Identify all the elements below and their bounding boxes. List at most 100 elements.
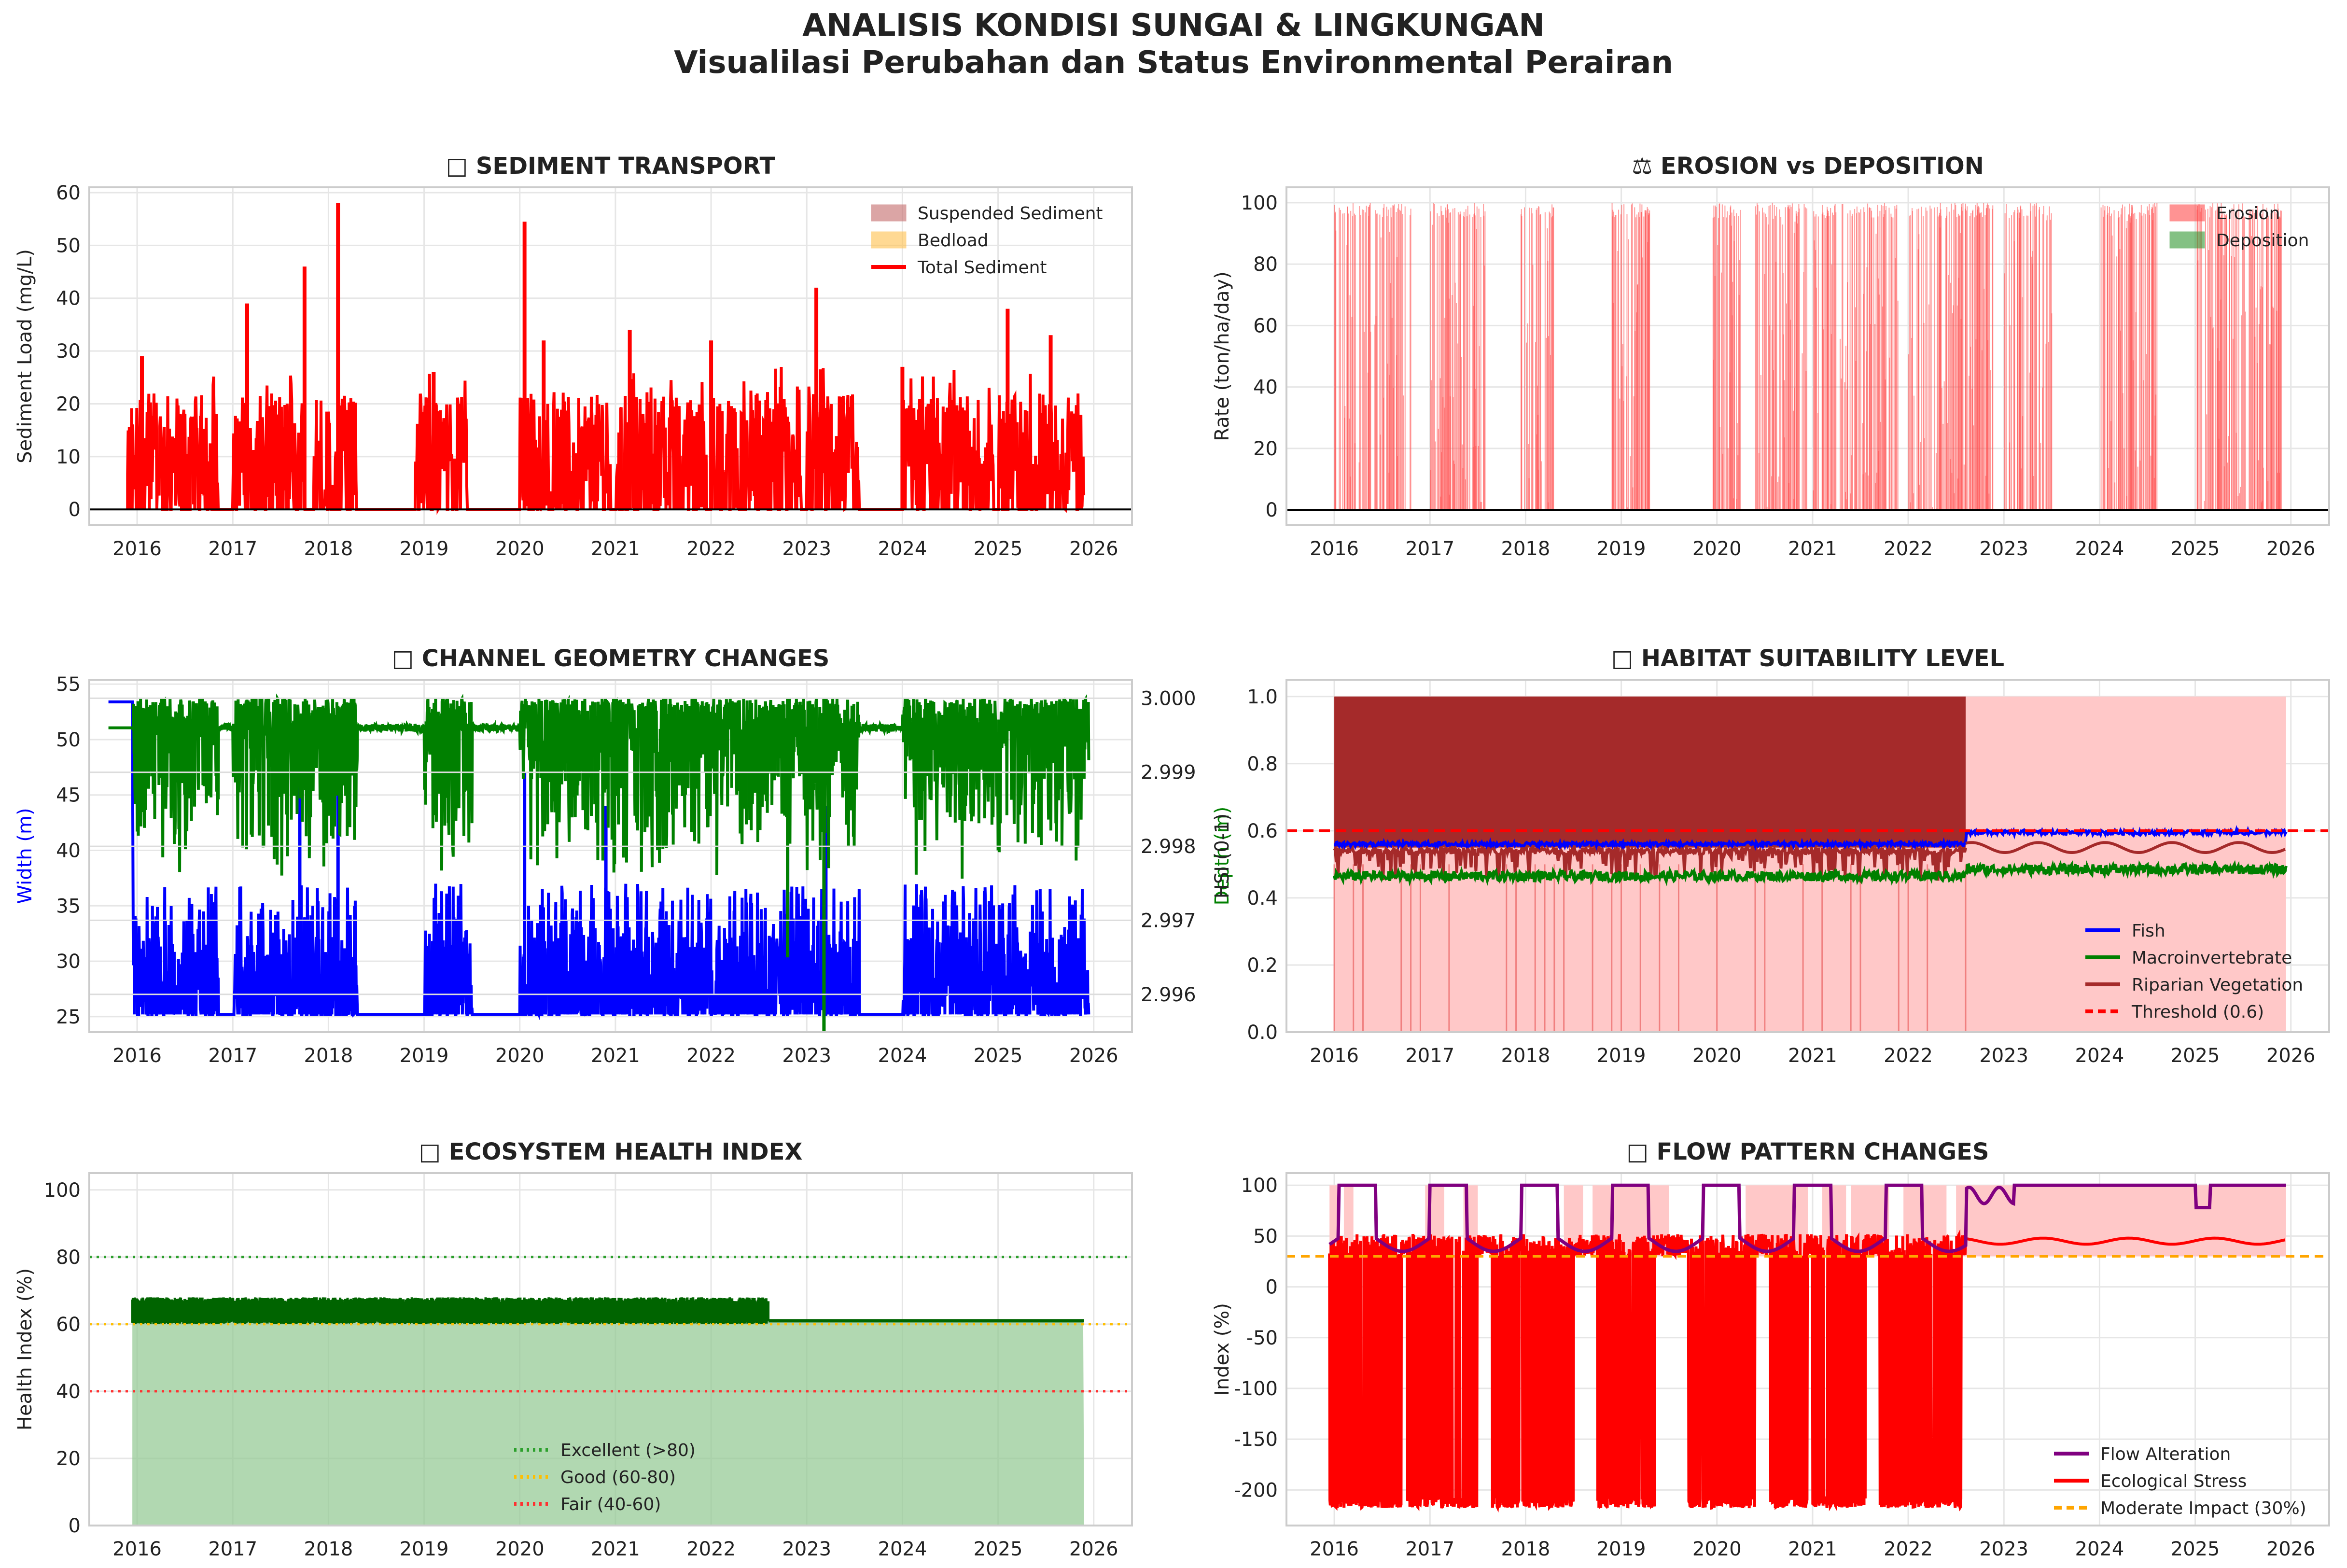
y-tick-label: 0: [69, 499, 81, 521]
y-tick-label: 20: [56, 1448, 81, 1470]
y-right-tick-label: 2.999: [1141, 762, 1196, 784]
x-tick-label: 2016: [1310, 1045, 1359, 1067]
health-band: [131, 1297, 770, 1324]
y-tick-label: 60: [56, 1314, 81, 1336]
x-tick-label: 2023: [782, 1538, 831, 1560]
legend-label: Total Sediment: [917, 258, 1047, 278]
y-tick-label: 1.0: [1247, 686, 1278, 708]
x-tick-label: 2022: [686, 1538, 736, 1560]
erosion-panel: 2016 2017 2018 2019 2020 2021 2022 2023 2024 2025…: [1211, 153, 2330, 560]
x-tick-label: 2023: [1979, 1045, 2028, 1067]
y-tick-label: 100: [1241, 192, 1278, 214]
x-tick-label: 2016: [112, 1045, 162, 1067]
y-tick-label: 0.8: [1247, 753, 1278, 775]
x-tick-label: 2018: [304, 1045, 353, 1067]
x-tick-label: 2020: [495, 538, 545, 560]
ecosystem-title: □ ECOSYSTEM HEALTH INDEX: [419, 1138, 803, 1165]
ecosystem-marks: [131, 1297, 1084, 1526]
x-tick-label: 2024: [2075, 1538, 2124, 1560]
x-tick-label: 2024: [2075, 538, 2124, 560]
x-tick-label: 2017: [208, 1045, 257, 1067]
x-tick-label: 2023: [782, 1045, 831, 1067]
legend-swatch: [871, 231, 907, 249]
y-tick-label: 80: [56, 1246, 81, 1269]
macroinvertebrate-line: [1333, 859, 2288, 887]
legend-label: Fish: [2132, 921, 2165, 941]
x-tick-label: 2021: [1788, 538, 1837, 560]
x-tick-label: 2022: [1884, 1045, 1933, 1067]
x-tick-label: 2019: [1597, 1045, 1646, 1067]
plot-frame: [1285, 1172, 2330, 1526]
legend-label: Riparian Vegetation: [2132, 975, 2303, 995]
x-tick-label: 2022: [1884, 1538, 1933, 1560]
y-right-tick-label: 2.997: [1141, 910, 1196, 932]
flow-alteration-line: [1328, 1183, 2286, 1253]
x-tick-label: 2021: [1788, 1045, 1837, 1067]
x-tick-label: 2025: [2171, 538, 2220, 560]
x-tick-label: 2018: [304, 1538, 353, 1560]
x-tick-label: 2025: [974, 1045, 1023, 1067]
y-tick-label: 0.6: [1247, 820, 1278, 842]
legend-label: Good (60-80): [560, 1468, 676, 1487]
y-tick-label: -150: [1234, 1428, 1278, 1451]
riparian-line-after: [1965, 841, 2286, 854]
x-tick-label: 2019: [400, 538, 449, 560]
x-tick-label: 2024: [878, 538, 927, 560]
legend: Erosion Deposition: [2169, 204, 2309, 251]
fish-line: [1334, 825, 2288, 852]
y-tick-label: 0.2: [1247, 954, 1278, 977]
legend: Suspended Sediment Bedload Total Sediment: [871, 204, 1103, 278]
x-tick-label: 2025: [974, 1538, 1023, 1560]
width-line: [108, 700, 1090, 1021]
flow-panel: 2016 2017 2018 2019 2020 2021 2022 2023 2024 2025…: [1211, 1138, 2330, 1560]
x-tick-label: 2024: [878, 1538, 927, 1560]
x-tick-label: 2020: [495, 1045, 545, 1067]
legend-label: Bedload: [918, 231, 989, 251]
legend-label: Macroinvertebrate: [2132, 948, 2292, 968]
channel-ylabel-right: Depth (m): [1211, 807, 1233, 906]
ecosystem-panel: 2016 2017 2018 2019 2020 2021 2022 2023 2024 2025…: [14, 1138, 1133, 1560]
x-tick-label: 2019: [1597, 1538, 1646, 1560]
x-tick-label: 2022: [686, 1045, 736, 1067]
plot-frame: [88, 1172, 1133, 1526]
y-tick-label: 40: [56, 288, 81, 310]
legend-label: Excellent (>80): [560, 1441, 696, 1460]
y-tick-label: 20: [1253, 438, 1278, 460]
x-tick-label: 2022: [1884, 538, 1933, 560]
figure-title: ANALISIS KONDISI SUNGAI & LINGKUNGAN: [802, 8, 1545, 43]
x-tick-label: 2017: [208, 1538, 257, 1560]
y-tick-label: 0.4: [1247, 887, 1278, 910]
x-tick-label: 2021: [591, 538, 640, 560]
x-tick-label: 2026: [2266, 1538, 2316, 1560]
y-tick-label: 55: [56, 673, 81, 696]
legend-swatch: [871, 204, 907, 222]
habitat-title: □ HABITAT SUITABILITY LEVEL: [1611, 645, 2004, 672]
habitat-marks: [1333, 696, 2288, 1032]
y-tick-label: 40: [56, 840, 81, 862]
x-tick-label: 2026: [2266, 538, 2316, 560]
sediment-ylabel: Sediment Load (mg/L): [14, 249, 36, 463]
y-tick-label: 40: [1253, 377, 1278, 399]
x-tick-label: 2025: [2171, 1538, 2220, 1560]
legend-label: Flow Alteration: [2100, 1444, 2231, 1464]
x-tick-label: 2026: [1069, 1538, 1118, 1560]
x-tick-label: 2023: [782, 538, 831, 560]
y-tick-label: -50: [1246, 1327, 1278, 1349]
x-tick-label: 2025: [974, 538, 1023, 560]
x-tick-label: 2018: [304, 538, 353, 560]
figure-subtitle: Visualilasi Perubahan dan Status Environ…: [674, 45, 1673, 81]
legend-label: Erosion: [2216, 204, 2280, 224]
plot-frame: [88, 679, 1133, 1033]
x-tick-label: 2017: [1405, 538, 1454, 560]
depth-line: [108, 693, 1090, 879]
y-tick-label: 30: [56, 951, 81, 973]
plot-frame: [88, 186, 1133, 526]
y-tick-label: 50: [56, 235, 81, 257]
habitat-ylabel: HSI (0-1): [1211, 813, 1233, 899]
y-right-tick-label: 3.000: [1141, 687, 1196, 710]
x-tick-label: 2019: [400, 1538, 449, 1560]
legend: Fish Macroinvertebrate Riparian Vegetation…: [2085, 921, 2303, 1022]
y-tick-label: -100: [1234, 1378, 1278, 1400]
ecosystem-ylabel: Health Index (%): [14, 1268, 36, 1430]
sediment-marks: [89, 203, 1132, 515]
